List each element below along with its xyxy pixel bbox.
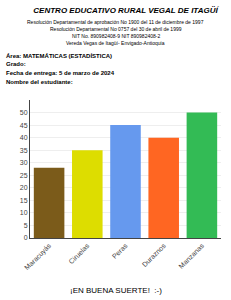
svg-text:NIT No. 890982408-9 NIT 890982: NIT No. 890982408-9 NIT 890982408-2 xyxy=(72,33,160,39)
svg-text:5: 5 xyxy=(24,222,28,229)
svg-text:Manzanas: Manzanas xyxy=(177,242,205,270)
svg-text:Resolución Departamental No 07: Resolución Departamental No 0757 del 30 … xyxy=(50,26,182,32)
svg-text:10: 10 xyxy=(20,209,28,216)
svg-text:CENTRO EDUCATIVO RURAL VEGAL D: CENTRO EDUCATIVO RURAL VEGAL DE ITAGÜÍ xyxy=(33,6,219,15)
svg-text:25: 25 xyxy=(20,172,28,179)
svg-text:Peras: Peras xyxy=(111,242,129,260)
svg-text:Vereda Vegas de Itagüí- Enviga: Vereda Vegas de Itagüí- Envigado-Antioqu… xyxy=(66,40,165,46)
svg-text:40: 40 xyxy=(20,134,28,141)
svg-text:Fecha de entrega: 5 de marzo d: Fecha de entrega: 5 de marzo de 2024 xyxy=(6,70,115,76)
svg-text:Duraznos: Duraznos xyxy=(141,242,167,268)
svg-text:45: 45 xyxy=(20,122,28,129)
svg-text:20: 20 xyxy=(20,184,28,191)
svg-text:15: 15 xyxy=(20,197,28,204)
svg-text:Nombre del estudiante:: Nombre del estudiante: xyxy=(6,79,73,85)
svg-text:¡EN BUENA SUERTE! :-): ¡EN BUENA SUERTE! :-) xyxy=(70,286,162,295)
svg-text:Resolución Departamental de ap: Resolución Departamental de aprobación N… xyxy=(27,19,204,25)
svg-text:0: 0 xyxy=(24,234,28,241)
svg-text:Grado:: Grado: xyxy=(6,61,26,67)
svg-text:Área: MATEMÁTICAS (ESTADÍSTICA: Área: MATEMÁTICAS (ESTADÍSTICA) xyxy=(6,52,112,59)
svg-text:50: 50 xyxy=(20,109,28,116)
svg-text:Maracuyás: Maracuyás xyxy=(23,242,53,272)
svg-text:Ciruelas: Ciruelas xyxy=(67,242,90,265)
svg-text:35: 35 xyxy=(20,147,28,154)
svg-text:30: 30 xyxy=(20,159,28,166)
